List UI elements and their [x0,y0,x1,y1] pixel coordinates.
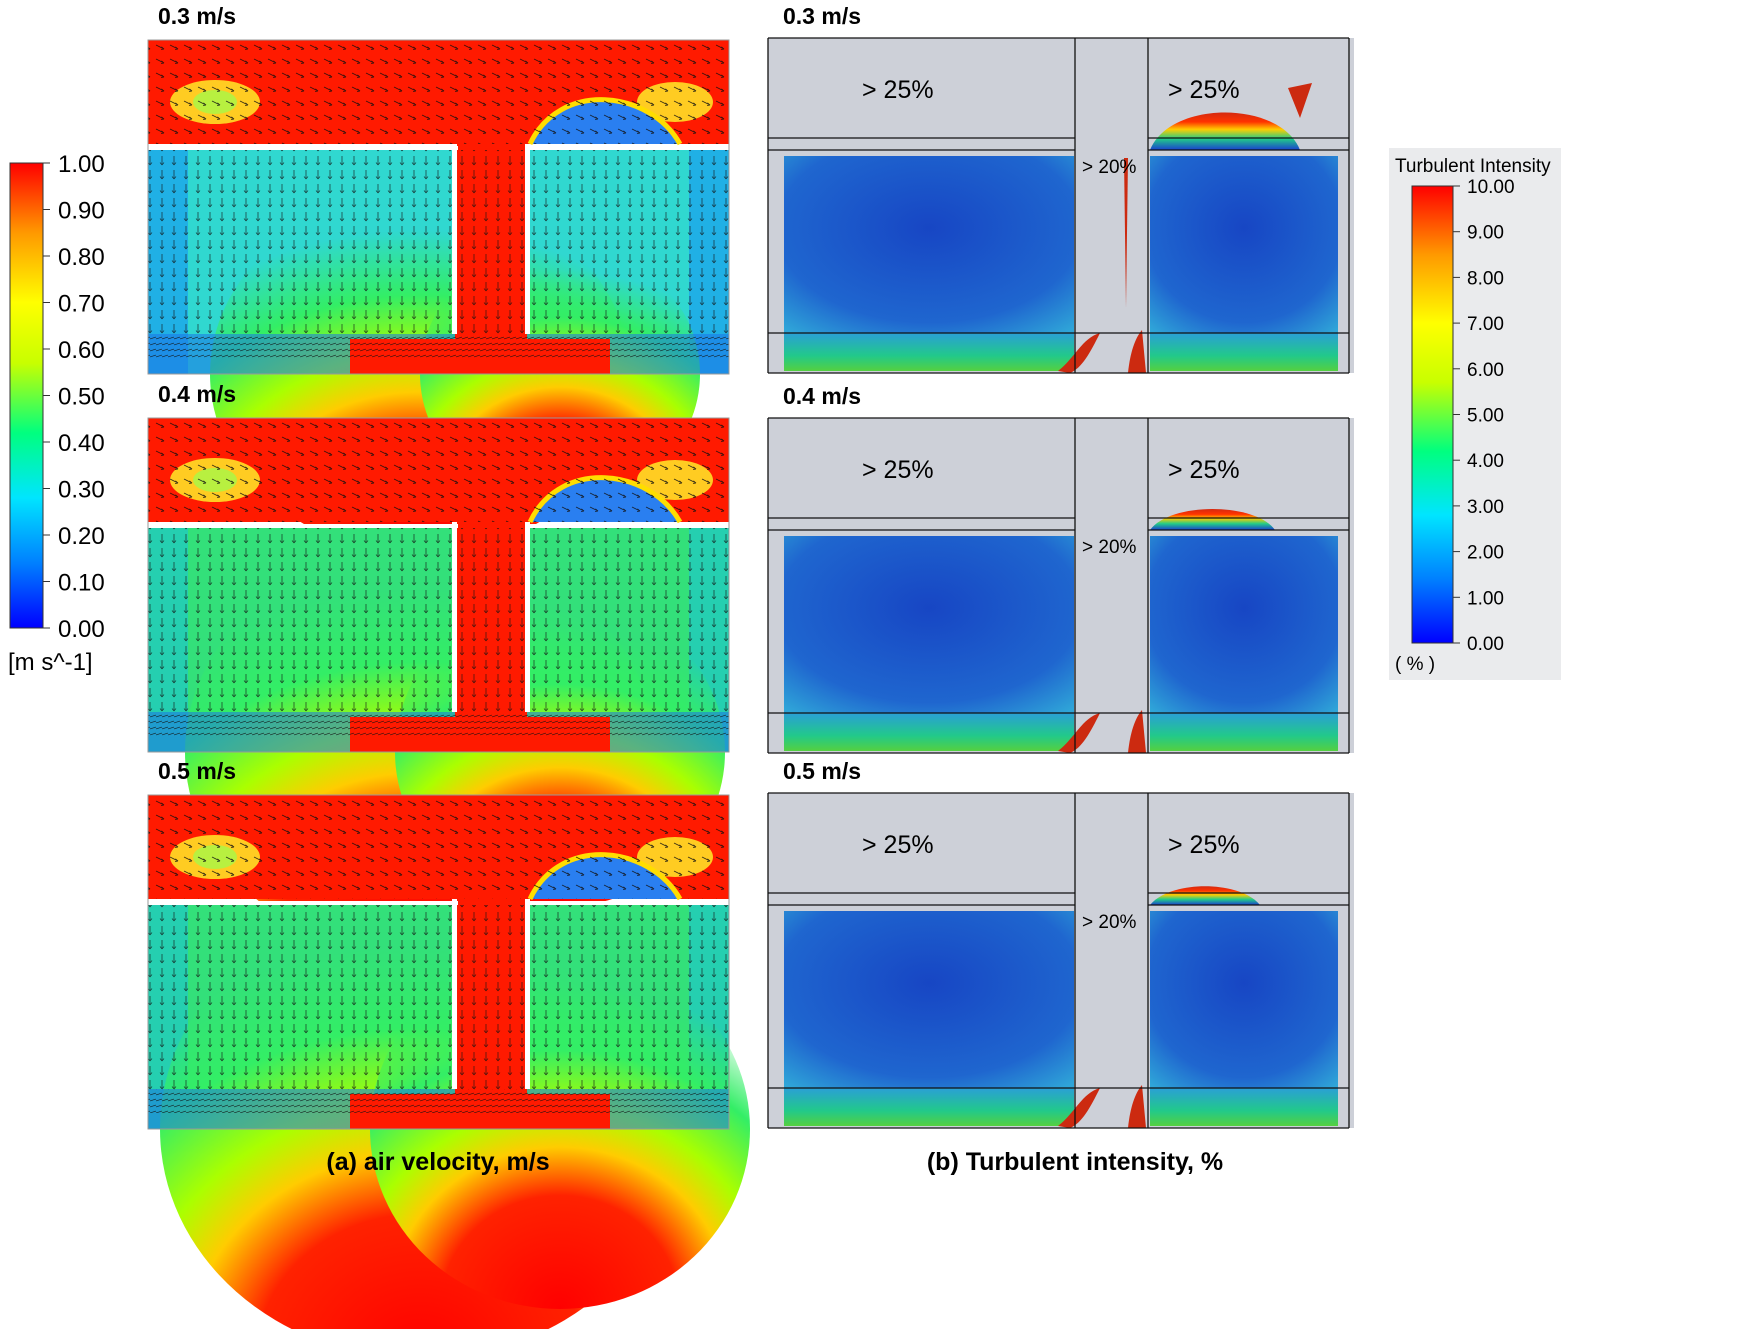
velocity-ceiling-partition [148,146,458,150]
velocity-duct-wall [525,144,530,334]
velocity-panel-title: 0.3 m/s [158,3,236,29]
velocity-vectors-upper [148,418,729,522]
velocity-duct-wall [452,144,457,334]
velocity-legend: 1.00 0.90 0.80 0.70 0.60 0.50 0.40 0.30 0.20 0.10… [8,151,105,676]
velocity-duct-wall [525,899,530,1089]
ti-right-floor [1150,713,1338,751]
velocity-panel-title: 0.5 m/s [158,758,236,784]
velocity-duct-wall [452,522,457,712]
velocity-ceiling-partition [525,524,729,528]
ti-colorbar [1411,185,1454,644]
ti-left-room [784,536,1074,716]
ti-left-room [784,156,1074,336]
ti-left-floor [784,713,1074,751]
velocity-vectors-floor [148,334,729,358]
ti-panel: 0.3 m/s > 25% > 25% > 20% [767,3,1354,374]
velocity-vectors-floor [148,712,729,736]
velocity-vectors-lower [148,150,729,334]
ti-right-upper-label: > 25% [1168,456,1240,484]
velocity-ceiling-partition [525,146,729,150]
ti-hot-spot-right [1128,330,1146,373]
ti-hot-spot-left [1058,713,1100,753]
velocity-legend-tick: 0.90 [58,198,105,225]
velocity-vectors-lower [148,528,729,712]
velocity-legend-tick: 0.10 [58,570,105,597]
ti-hot-spot-left [1058,1088,1100,1128]
ti-right-room [1150,536,1338,716]
ti-hot-cap [1150,509,1275,530]
ti-right-upper-label: > 25% [1168,76,1240,104]
velocity-duct-wall [525,522,530,712]
velocity-vectors-upper [148,795,729,899]
ti-legend-tick: 0.00 [1467,634,1504,655]
velocity-legend-tick: 0.40 [58,430,105,457]
velocity-legend-tick: 0.70 [58,291,105,318]
ti-legend-tick: 9.00 [1467,223,1504,244]
velocity-panel: 0.5 m/s [147,758,750,1329]
ti-legend-tick: 8.00 [1467,268,1504,289]
velocity-legend-tick: 0.30 [58,477,105,504]
ti-panel: 0.5 m/s > 25% > 25% > 20% [767,758,1354,1129]
ti-hot-spot-right [1128,710,1146,753]
ti-panel-title: 0.5 m/s [783,758,861,784]
velocity-legend-tick: 0.50 [58,384,105,411]
ti-legend-unit: ( % ) [1395,654,1435,675]
ti-hot-cap [1150,112,1300,150]
caption-air-velocity: (a) air velocity, m/s [326,1148,549,1176]
ti-legend-tick: 3.00 [1467,497,1504,518]
caption-turbulent-intensity: (b) Turbulent intensity, % [927,1148,1223,1176]
velocity-legend-tick: 0.60 [58,337,105,364]
ti-left-room [784,911,1074,1091]
velocity-ceiling-partition [148,524,458,528]
velocity-ceiling-partition [148,901,458,905]
velocity-colorbar [9,162,44,629]
ti-hot-spot-right [1128,1085,1146,1128]
ti-left-upper-label: > 25% [862,831,934,859]
velocity-panel-frame [147,417,730,753]
velocity-vectors-lower [148,905,729,1089]
ti-right-upper-label: > 25% [1168,831,1240,859]
velocity-vectors-floor [148,1089,729,1113]
ti-legend-tick: 5.00 [1467,406,1504,427]
ti-hot-cap [1150,886,1260,905]
ti-legend-tick: 4.00 [1467,451,1504,472]
ti-legend-tick: 6.00 [1467,360,1504,381]
velocity-legend-tick: 0.20 [58,523,105,550]
ti-right-floor [1150,333,1338,371]
ti-left-upper-label: > 25% [862,76,934,104]
velocity-panel-title: 0.4 m/s [158,381,236,407]
velocity-panel-frame [147,39,730,375]
ti-center-duct-label: > 20% [1082,912,1137,933]
velocity-legend-tick: 0.80 [58,244,105,271]
ti-legend-title: Turbulent Intensity [1395,156,1551,177]
ti-panel: 0.4 m/s > 25% > 25% > 20% [767,383,1354,754]
ti-legend: Turbulent Intensity 10.00 9.00 8.00 7.00 6.0… [1389,148,1561,680]
velocity-legend-unit: [m s^-1] [8,649,93,676]
ti-right-room [1150,911,1338,1091]
velocity-vectors-upper [148,40,729,144]
ti-panel-title: 0.4 m/s [783,383,861,409]
ti-center-duct-label: > 20% [1082,157,1137,178]
ti-hot-spot-left [1058,333,1100,373]
ti-left-floor [784,1088,1074,1126]
ti-right-room [1150,156,1338,336]
ti-legend-tick: 1.00 [1467,588,1504,609]
velocity-legend-tick: 1.00 [58,151,105,178]
velocity-ceiling-partition [525,901,729,905]
ti-panel-title: 0.3 m/s [783,3,861,29]
ti-hot-spot-upper-small [1288,83,1312,118]
ti-legend-tick: 2.00 [1467,543,1504,564]
ti-legend-tick: 10.00 [1467,177,1515,198]
ti-left-floor [784,333,1074,371]
ti-legend-tick: 7.00 [1467,314,1504,335]
velocity-legend-tick: 0.00 [58,616,105,643]
velocity-duct-wall [452,899,457,1089]
ti-hot-streak [1124,158,1128,308]
ti-center-duct-label: > 20% [1082,537,1137,558]
ti-right-floor [1150,1088,1338,1126]
ti-left-upper-label: > 25% [862,456,934,484]
velocity-panel-frame [147,794,730,1130]
